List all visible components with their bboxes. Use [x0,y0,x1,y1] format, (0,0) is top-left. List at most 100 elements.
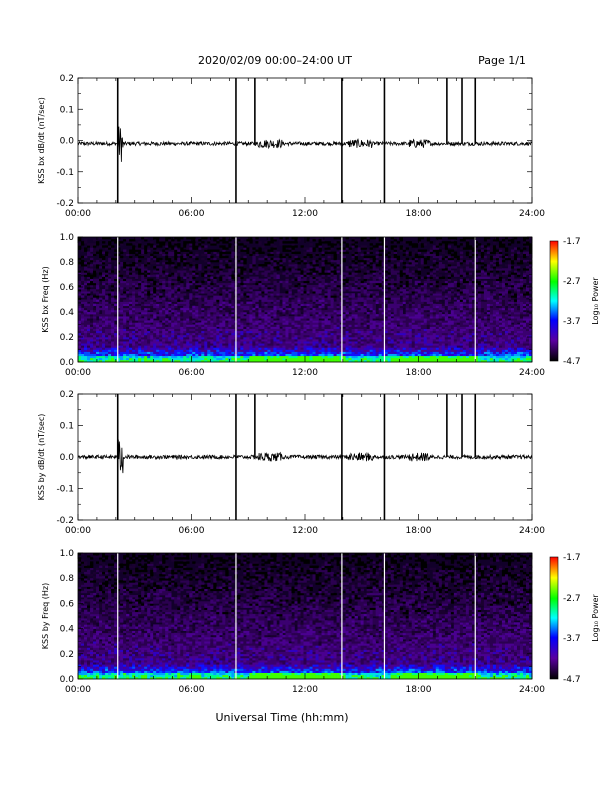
heatmap-cell [159,355,163,359]
heatmap-cell [357,253,361,257]
heatmap-cell [261,316,265,319]
heatmap-cell [165,301,169,304]
heatmap-cell [348,357,352,361]
heatmap-cell [282,255,286,259]
heatmap-cell [297,276,301,279]
heatmap-cell [90,266,94,269]
heatmap-cell [213,330,217,334]
heatmap-cell [129,257,133,261]
heatmap-cell [78,355,82,359]
heatmap-cell [336,299,340,302]
heatmap-cell [132,316,136,319]
heatmap-cell [99,359,103,363]
heatmap-cell [174,353,178,357]
heatmap-cell [366,287,370,290]
heatmap-cell [198,243,202,246]
heatmap-cell [333,330,337,334]
heatmap-cell [366,291,370,294]
heatmap-cell [219,314,223,317]
heatmap-cell [213,251,217,254]
heatmap-cell [204,334,208,338]
heatmap-cell [321,305,325,309]
heatmap-cell [315,255,319,259]
heatmap-cell [297,347,301,350]
heatmap-cell [357,322,361,325]
heatmap-cell [369,359,373,363]
heatmap-cell [324,357,328,361]
heatmap-cell [87,245,91,248]
heatmap-cell [228,245,232,248]
heatmap-cell [309,295,313,298]
heatmap-cell [162,274,166,277]
heatmap-cell [231,328,235,332]
heatmap-cell [318,287,322,290]
heatmap-cell [81,280,85,284]
heatmap-cell [180,355,184,359]
heatmap-cell [228,270,232,273]
heatmap-cell [270,243,274,246]
heatmap-cell [285,345,289,348]
heatmap-cell [252,264,256,267]
heatmap-cell [366,330,370,334]
heatmap-cell [159,351,163,354]
heatmap-cell [330,305,334,309]
heatmap-cell [192,276,196,279]
heatmap-cell [375,324,379,327]
heatmap-cell [243,247,247,250]
heatmap-cell [249,297,253,300]
heatmap-cell [177,307,181,311]
heatmap-cell [111,305,115,309]
heatmap-cell [210,312,214,315]
heatmap-cell [357,299,361,302]
heatmap-cell [333,257,337,261]
heatmap-cell [357,332,361,336]
heatmap-cell [210,351,214,354]
heatmap-cell [327,355,331,359]
heatmap-cell [258,257,262,261]
heatmap-cell [78,357,82,361]
heatmap-cell [216,332,220,336]
heatmap-cell [147,274,151,277]
heatmap-cell [93,274,97,277]
heatmap-cell [345,303,349,307]
heatmap-cell [360,289,364,292]
heatmap-cell [318,316,322,319]
heatmap-cell [165,262,169,265]
heatmap-cell [264,320,268,323]
heatmap-cell [276,289,280,292]
heatmap-cell [105,312,109,315]
heatmap-cell [183,255,187,259]
heatmap-cell [354,287,358,290]
heatmap-cell [303,287,307,290]
heatmap-cell [117,309,121,313]
heatmap-cell [351,326,355,329]
heatmap-cell [363,355,367,359]
heatmap-cell [132,334,136,338]
heatmap-cell [165,322,169,325]
heatmap-cell [183,341,187,344]
heatmap-cell [183,293,187,296]
heatmap-cell [90,326,94,329]
heatmap-cell [306,345,310,348]
heatmap-cell [168,324,172,327]
heatmap-cell [312,274,316,277]
heatmap-cell [138,357,142,361]
heatmap-cell [237,276,241,279]
heatmap-cell [93,330,97,334]
heatmap-cell [288,343,292,346]
heatmap-cell [312,339,316,342]
heatmap-cell [207,264,211,267]
heatmap-cell [213,280,217,284]
heatmap-cell [180,257,184,261]
heatmap-cell [105,295,109,298]
heatmap-cell [78,303,82,307]
heatmap-cell [330,278,334,282]
heatmap-cell [366,257,370,261]
heatmap-cell [159,316,163,319]
heatmap-cell [378,278,382,282]
heatmap-cell [264,351,268,354]
heatmap-cell [141,330,145,334]
heatmap-cell [267,320,271,323]
heatmap-cell [177,272,181,275]
heatmap-cell [342,305,346,309]
